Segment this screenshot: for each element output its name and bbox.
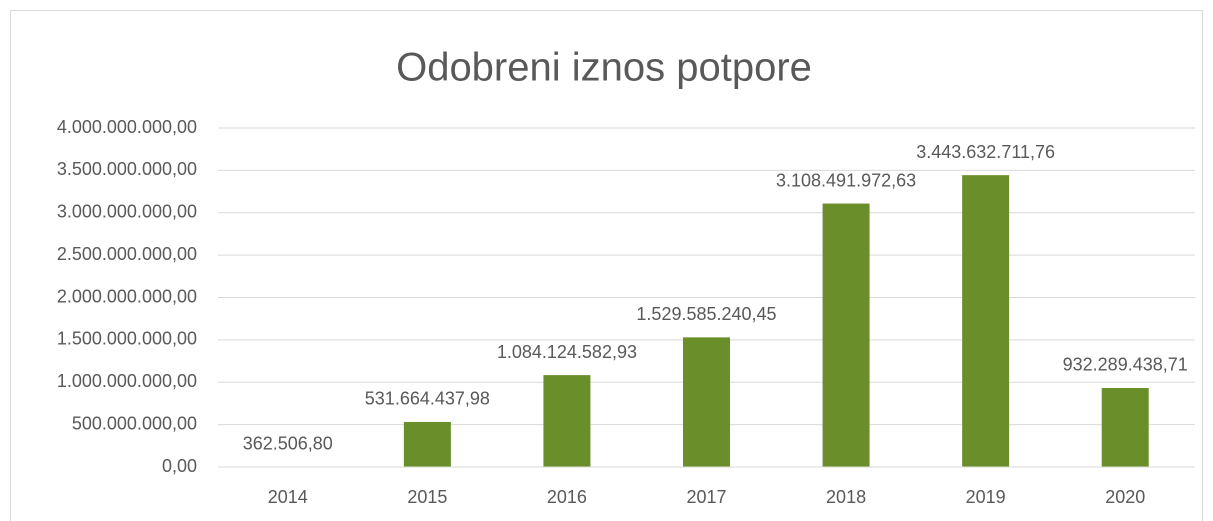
y-tick-label: 0,00 — [162, 456, 197, 476]
bar — [962, 175, 1010, 467]
y-tick-label: 2.500.000.000,00 — [57, 244, 197, 264]
x-tick-label: 2020 — [1105, 487, 1145, 507]
bar — [822, 203, 870, 467]
x-tick-label: 2019 — [966, 487, 1006, 507]
x-tick-label: 2015 — [407, 487, 447, 507]
value-label: 531.664.437,98 — [365, 389, 490, 409]
y-tick-label: 3.500.000.000,00 — [57, 159, 197, 179]
x-tick-label: 2017 — [686, 487, 726, 507]
value-label: 3.108.491.972,63 — [776, 170, 916, 190]
x-tick-label: 2014 — [268, 487, 308, 507]
bar — [543, 375, 591, 467]
x-tick-label: 2016 — [547, 487, 587, 507]
bar — [1101, 387, 1149, 467]
y-tick-label: 2.000.000.000,00 — [57, 286, 197, 306]
y-tick-label: 4.000.000.000,00 — [57, 117, 197, 137]
x-tick-label: 2018 — [826, 487, 866, 507]
value-label: 932.289.438,71 — [1063, 355, 1188, 375]
bar — [683, 337, 730, 467]
chart-title: Odobreni iznos potpore — [396, 46, 812, 90]
y-tick-label: 1.000.000.000,00 — [57, 371, 197, 391]
value-label: 1.084.124.582,93 — [497, 342, 637, 362]
value-label: 1.529.585.240,45 — [636, 304, 776, 324]
y-tick-label: 1.500.000.000,00 — [57, 329, 197, 349]
y-tick-label: 3.000.000.000,00 — [57, 202, 197, 222]
value-label: 362.506,80 — [243, 434, 333, 454]
value-label: 3.443.632.711,76 — [916, 142, 1055, 162]
bar — [403, 421, 451, 467]
y-tick-label: 500.000.000,00 — [72, 413, 197, 433]
